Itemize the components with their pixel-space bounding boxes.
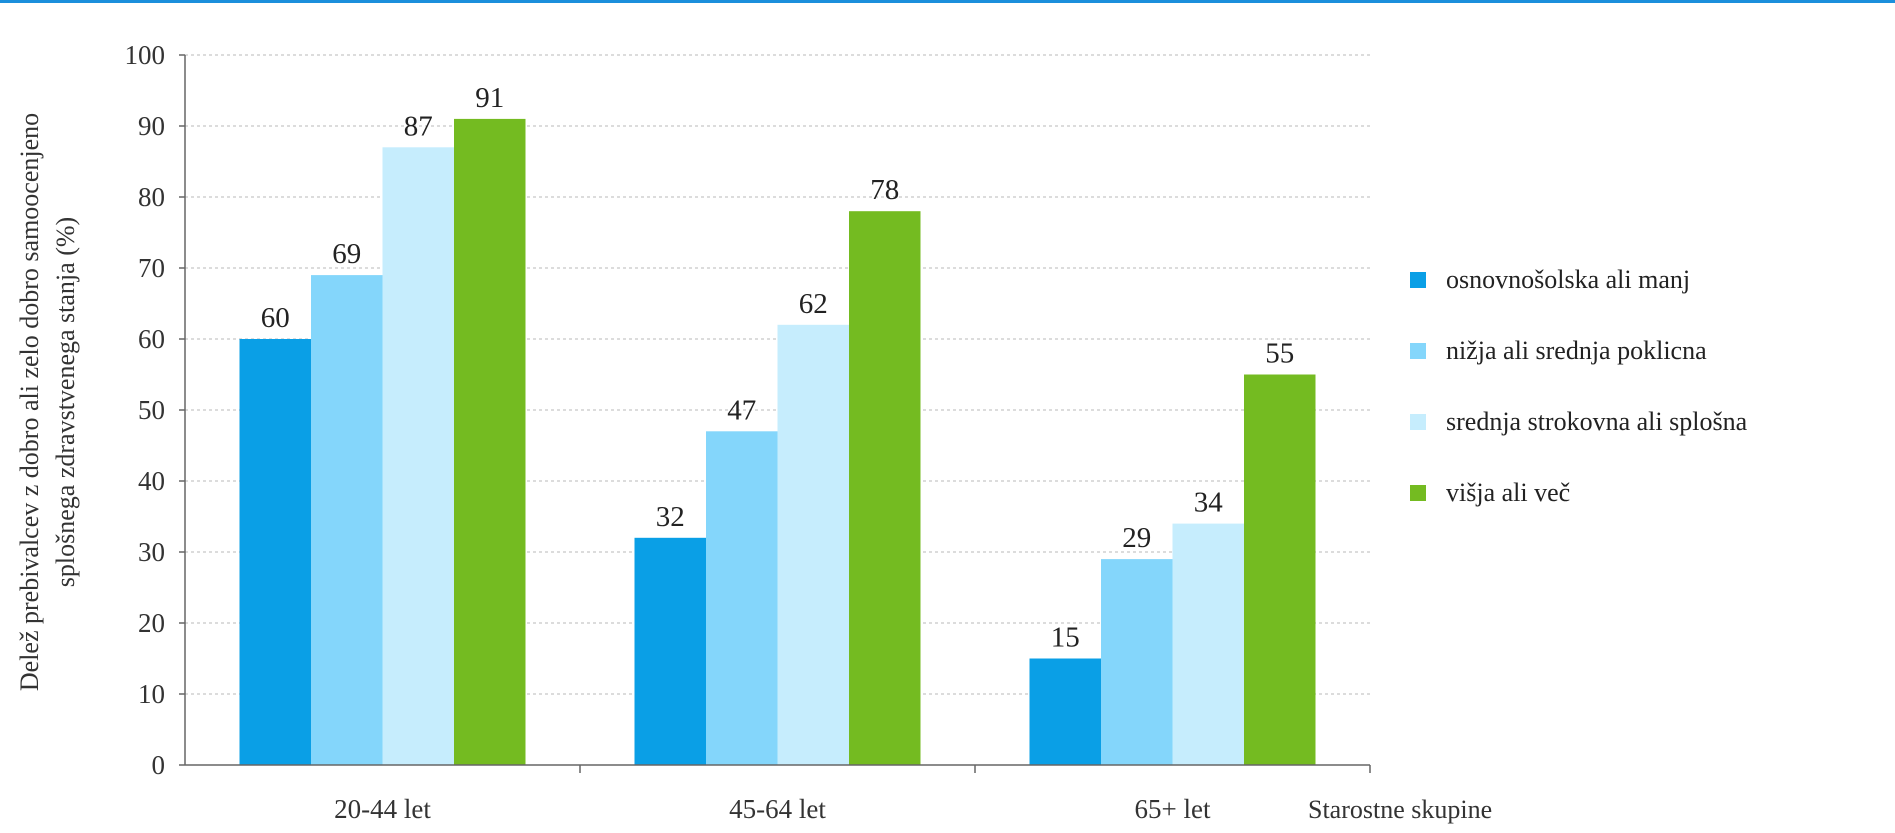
bar-value-label: 55 [1265, 338, 1294, 370]
bar [849, 211, 921, 765]
bar-value-label: 91 [475, 82, 504, 114]
x-tick-label: 65+ let [1135, 794, 1211, 824]
y-tick-label: 90 [138, 111, 165, 141]
bar [1244, 374, 1316, 765]
x-tick-label: 45-64 let [729, 794, 826, 824]
legend-label: višja ali več [1446, 478, 1571, 507]
bar [634, 537, 706, 765]
legend-label: nižja ali srednja poklicna [1446, 336, 1707, 365]
y-tick-label: 60 [138, 324, 165, 354]
bar-value-label: 62 [799, 288, 828, 320]
legend-label: srednja strokovna ali splošna [1446, 407, 1748, 436]
y-axis-label-line-2: splošnega zdravstvenega stanja (%) [51, 217, 80, 587]
bar [1101, 559, 1173, 765]
bar [239, 339, 311, 765]
bar-value-label: 69 [332, 238, 361, 270]
y-tick-label: 50 [138, 395, 165, 425]
legend-swatch [1410, 414, 1426, 430]
bar-value-label: 87 [404, 110, 433, 142]
bar-value-label: 15 [1051, 622, 1080, 654]
x-axis: 20-44 let 45-64 let 65+ let [185, 764, 1371, 824]
bar [777, 324, 849, 765]
bars: 60 69 87 91 32 47 62 78 15 29 34 55 [239, 82, 1316, 766]
bar-value-label: 29 [1122, 522, 1151, 554]
y-tick-label: 0 [152, 750, 166, 780]
bar [454, 118, 526, 765]
top-accent-line [0, 0, 1895, 3]
y-axis: 0 10 20 30 40 50 60 70 80 90 100 [125, 40, 186, 780]
bar [1029, 658, 1101, 765]
y-tick-label: 70 [138, 253, 165, 283]
bar [311, 275, 383, 765]
bar-value-label: 34 [1194, 487, 1224, 519]
bar-value-label: 32 [656, 501, 685, 533]
legend-item: višja ali več [1410, 473, 1747, 513]
legend-item: osnovnošolska ali manj [1410, 260, 1747, 300]
legend-swatch [1410, 485, 1426, 501]
y-tick-label: 10 [138, 679, 165, 709]
legend-label: osnovnošolska ali manj [1446, 265, 1691, 294]
y-tick-label: 30 [138, 537, 165, 567]
bar [706, 431, 778, 765]
y-tick-label: 80 [138, 182, 165, 212]
legend-item: nižja ali srednja poklicna [1410, 331, 1747, 371]
x-tick-label: 20-44 let [334, 794, 431, 824]
bar [1172, 523, 1244, 765]
legend-item: srednja strokovna ali splošna [1410, 402, 1747, 442]
bar-value-label: 47 [727, 394, 756, 426]
bar [382, 147, 454, 766]
legend: osnovnošolska ali manj nižja ali srednja… [1410, 260, 1747, 544]
y-tick-label: 100 [125, 40, 166, 70]
y-axis-label-line-1: Delež prebivalcev z dobro ali zelo dobro… [15, 113, 44, 691]
legend-swatch [1410, 272, 1426, 288]
bar-value-label: 78 [870, 174, 899, 206]
bar-value-label: 60 [261, 302, 290, 334]
legend-swatch [1410, 343, 1426, 359]
y-tick-label: 40 [138, 466, 165, 496]
y-tick-label: 20 [138, 608, 165, 638]
x-axis-label: Starostne skupine [1308, 795, 1492, 824]
